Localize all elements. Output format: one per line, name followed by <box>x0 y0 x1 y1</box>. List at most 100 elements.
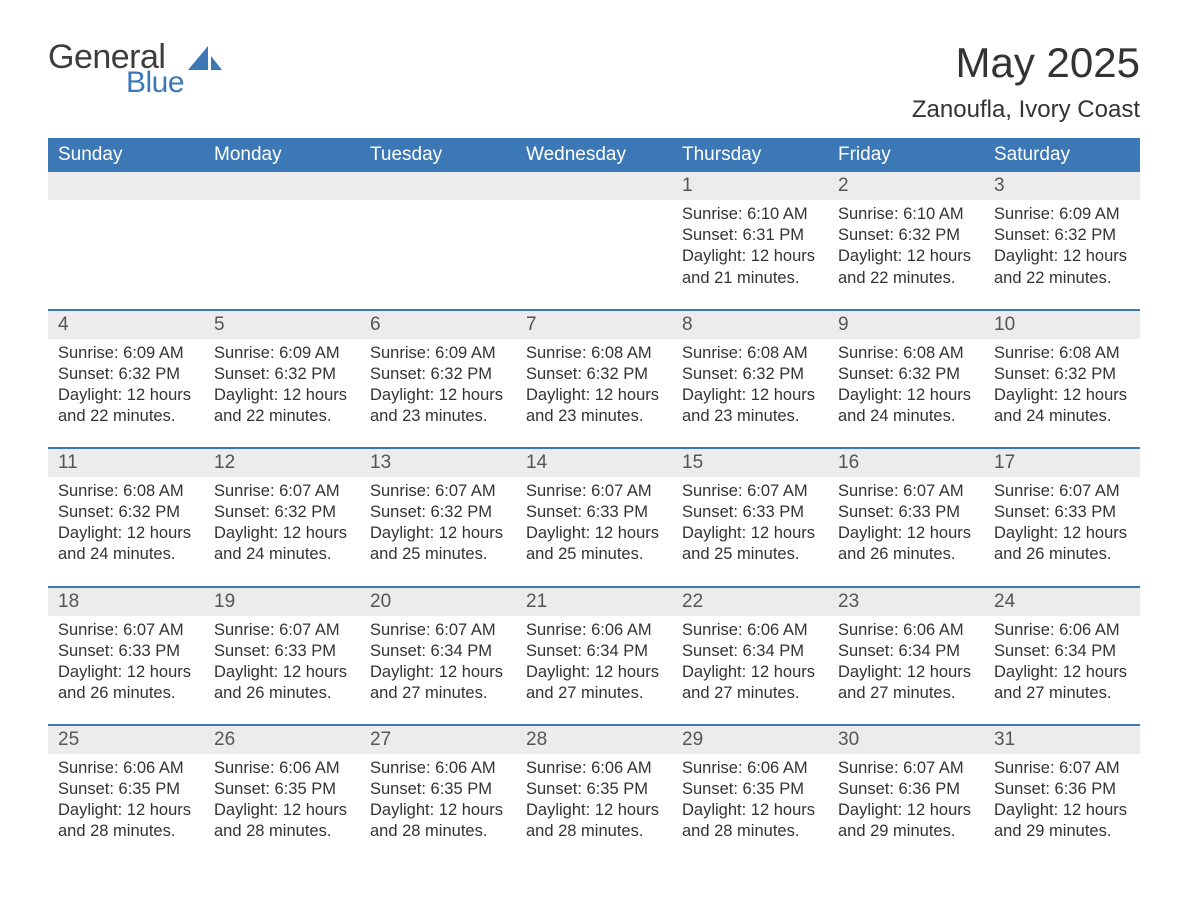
sunrise-text: Sunrise: 6:08 AM <box>58 481 194 502</box>
day-cell: Sunrise: 6:07 AMSunset: 6:36 PMDaylight:… <box>828 754 984 862</box>
sunset-text: Sunset: 6:35 PM <box>682 779 818 800</box>
day-number: 26 <box>204 726 360 754</box>
week-row: 11121314151617Sunrise: 6:08 AMSunset: 6:… <box>48 447 1140 585</box>
sunrise-text: Sunrise: 6:07 AM <box>682 481 818 502</box>
day-cell: Sunrise: 6:07 AMSunset: 6:32 PMDaylight:… <box>360 477 516 585</box>
sunrise-text: Sunrise: 6:07 AM <box>214 620 350 641</box>
day-cell: Sunrise: 6:08 AMSunset: 6:32 PMDaylight:… <box>984 339 1140 447</box>
day-cell: Sunrise: 6:06 AMSunset: 6:35 PMDaylight:… <box>672 754 828 862</box>
month-title: May 2025 <box>912 40 1140 86</box>
day-number: 29 <box>672 726 828 754</box>
day-number: 22 <box>672 588 828 616</box>
day-number: 27 <box>360 726 516 754</box>
week-row: 45678910Sunrise: 6:09 AMSunset: 6:32 PMD… <box>48 309 1140 447</box>
sunset-text: Sunset: 6:32 PM <box>370 502 506 523</box>
sunset-text: Sunset: 6:34 PM <box>838 641 974 662</box>
daylight-text: Daylight: 12 hours and 27 minutes. <box>838 662 974 704</box>
daylight-text: Daylight: 12 hours and 24 minutes. <box>994 385 1130 427</box>
day-cell: Sunrise: 6:09 AMSunset: 6:32 PMDaylight:… <box>984 200 1140 308</box>
day-number: 25 <box>48 726 204 754</box>
daylight-text: Daylight: 12 hours and 26 minutes. <box>994 523 1130 565</box>
sunrise-text: Sunrise: 6:07 AM <box>370 620 506 641</box>
day-cell: Sunrise: 6:08 AMSunset: 6:32 PMDaylight:… <box>516 339 672 447</box>
day-cell: Sunrise: 6:07 AMSunset: 6:33 PMDaylight:… <box>828 477 984 585</box>
day-number: 19 <box>204 588 360 616</box>
sunrise-text: Sunrise: 6:06 AM <box>58 758 194 779</box>
daylight-text: Daylight: 12 hours and 29 minutes. <box>838 800 974 842</box>
daylight-text: Daylight: 12 hours and 22 minutes. <box>58 385 194 427</box>
day-number <box>48 172 204 200</box>
sunset-text: Sunset: 6:36 PM <box>838 779 974 800</box>
daylight-text: Daylight: 12 hours and 27 minutes. <box>994 662 1130 704</box>
sunrise-text: Sunrise: 6:07 AM <box>838 758 974 779</box>
day-body-row: Sunrise: 6:07 AMSunset: 6:33 PMDaylight:… <box>48 616 1140 724</box>
day-cell: Sunrise: 6:08 AMSunset: 6:32 PMDaylight:… <box>828 339 984 447</box>
day-cell <box>48 200 204 308</box>
dow-saturday: Saturday <box>984 138 1140 172</box>
day-number: 14 <box>516 449 672 477</box>
day-cell: Sunrise: 6:06 AMSunset: 6:35 PMDaylight:… <box>516 754 672 862</box>
day-number: 2 <box>828 172 984 200</box>
sunrise-text: Sunrise: 6:08 AM <box>526 343 662 364</box>
day-body-row: Sunrise: 6:09 AMSunset: 6:32 PMDaylight:… <box>48 339 1140 447</box>
daylight-text: Daylight: 12 hours and 25 minutes. <box>682 523 818 565</box>
day-number: 28 <box>516 726 672 754</box>
week-row: 25262728293031Sunrise: 6:06 AMSunset: 6:… <box>48 724 1140 862</box>
sunrise-text: Sunrise: 6:06 AM <box>994 620 1130 641</box>
daylight-text: Daylight: 12 hours and 28 minutes. <box>370 800 506 842</box>
day-number: 5 <box>204 311 360 339</box>
day-number: 11 <box>48 449 204 477</box>
sunset-text: Sunset: 6:32 PM <box>994 364 1130 385</box>
sunset-text: Sunset: 6:32 PM <box>994 225 1130 246</box>
day-cell: Sunrise: 6:06 AMSunset: 6:34 PMDaylight:… <box>516 616 672 724</box>
sunset-text: Sunset: 6:35 PM <box>370 779 506 800</box>
day-number: 20 <box>360 588 516 616</box>
sunset-text: Sunset: 6:32 PM <box>838 225 974 246</box>
day-cell <box>204 200 360 308</box>
day-cell: Sunrise: 6:08 AMSunset: 6:32 PMDaylight:… <box>672 339 828 447</box>
sunset-text: Sunset: 6:32 PM <box>526 364 662 385</box>
logo-text: General Blue <box>48 40 184 98</box>
day-number: 10 <box>984 311 1140 339</box>
daylight-text: Daylight: 12 hours and 28 minutes. <box>214 800 350 842</box>
sunrise-text: Sunrise: 6:10 AM <box>838 204 974 225</box>
title-block: May 2025 Zanoufla, Ivory Coast <box>912 40 1140 124</box>
sunrise-text: Sunrise: 6:07 AM <box>370 481 506 502</box>
day-number-row: 123 <box>48 172 1140 200</box>
day-number: 13 <box>360 449 516 477</box>
sunrise-text: Sunrise: 6:09 AM <box>214 343 350 364</box>
sunset-text: Sunset: 6:36 PM <box>994 779 1130 800</box>
day-body-row: Sunrise: 6:06 AMSunset: 6:35 PMDaylight:… <box>48 754 1140 862</box>
day-number-row: 18192021222324 <box>48 588 1140 616</box>
day-number: 17 <box>984 449 1140 477</box>
day-cell <box>360 200 516 308</box>
day-number-row: 25262728293031 <box>48 726 1140 754</box>
sunset-text: Sunset: 6:34 PM <box>526 641 662 662</box>
day-number: 7 <box>516 311 672 339</box>
sunset-text: Sunset: 6:34 PM <box>682 641 818 662</box>
sunrise-text: Sunrise: 6:07 AM <box>526 481 662 502</box>
daylight-text: Daylight: 12 hours and 25 minutes. <box>526 523 662 565</box>
sunrise-text: Sunrise: 6:10 AM <box>682 204 818 225</box>
sunrise-text: Sunrise: 6:07 AM <box>838 481 974 502</box>
day-number: 15 <box>672 449 828 477</box>
sunset-text: Sunset: 6:32 PM <box>370 364 506 385</box>
sunrise-text: Sunrise: 6:09 AM <box>370 343 506 364</box>
week-row: 123Sunrise: 6:10 AMSunset: 6:31 PMDaylig… <box>48 172 1140 308</box>
sunrise-text: Sunrise: 6:08 AM <box>682 343 818 364</box>
daylight-text: Daylight: 12 hours and 22 minutes. <box>994 246 1130 288</box>
day-cell: Sunrise: 6:07 AMSunset: 6:33 PMDaylight:… <box>204 616 360 724</box>
day-cell: Sunrise: 6:10 AMSunset: 6:31 PMDaylight:… <box>672 200 828 308</box>
daylight-text: Daylight: 12 hours and 27 minutes. <box>370 662 506 704</box>
dow-thursday: Thursday <box>672 138 828 172</box>
day-cell: Sunrise: 6:07 AMSunset: 6:33 PMDaylight:… <box>48 616 204 724</box>
daylight-text: Daylight: 12 hours and 28 minutes. <box>58 800 194 842</box>
dow-tuesday: Tuesday <box>360 138 516 172</box>
sunrise-text: Sunrise: 6:07 AM <box>994 758 1130 779</box>
day-cell: Sunrise: 6:07 AMSunset: 6:34 PMDaylight:… <box>360 616 516 724</box>
day-number: 1 <box>672 172 828 200</box>
day-number: 6 <box>360 311 516 339</box>
daylight-text: Daylight: 12 hours and 23 minutes. <box>370 385 506 427</box>
day-body-row: Sunrise: 6:10 AMSunset: 6:31 PMDaylight:… <box>48 200 1140 308</box>
sunset-text: Sunset: 6:34 PM <box>994 641 1130 662</box>
